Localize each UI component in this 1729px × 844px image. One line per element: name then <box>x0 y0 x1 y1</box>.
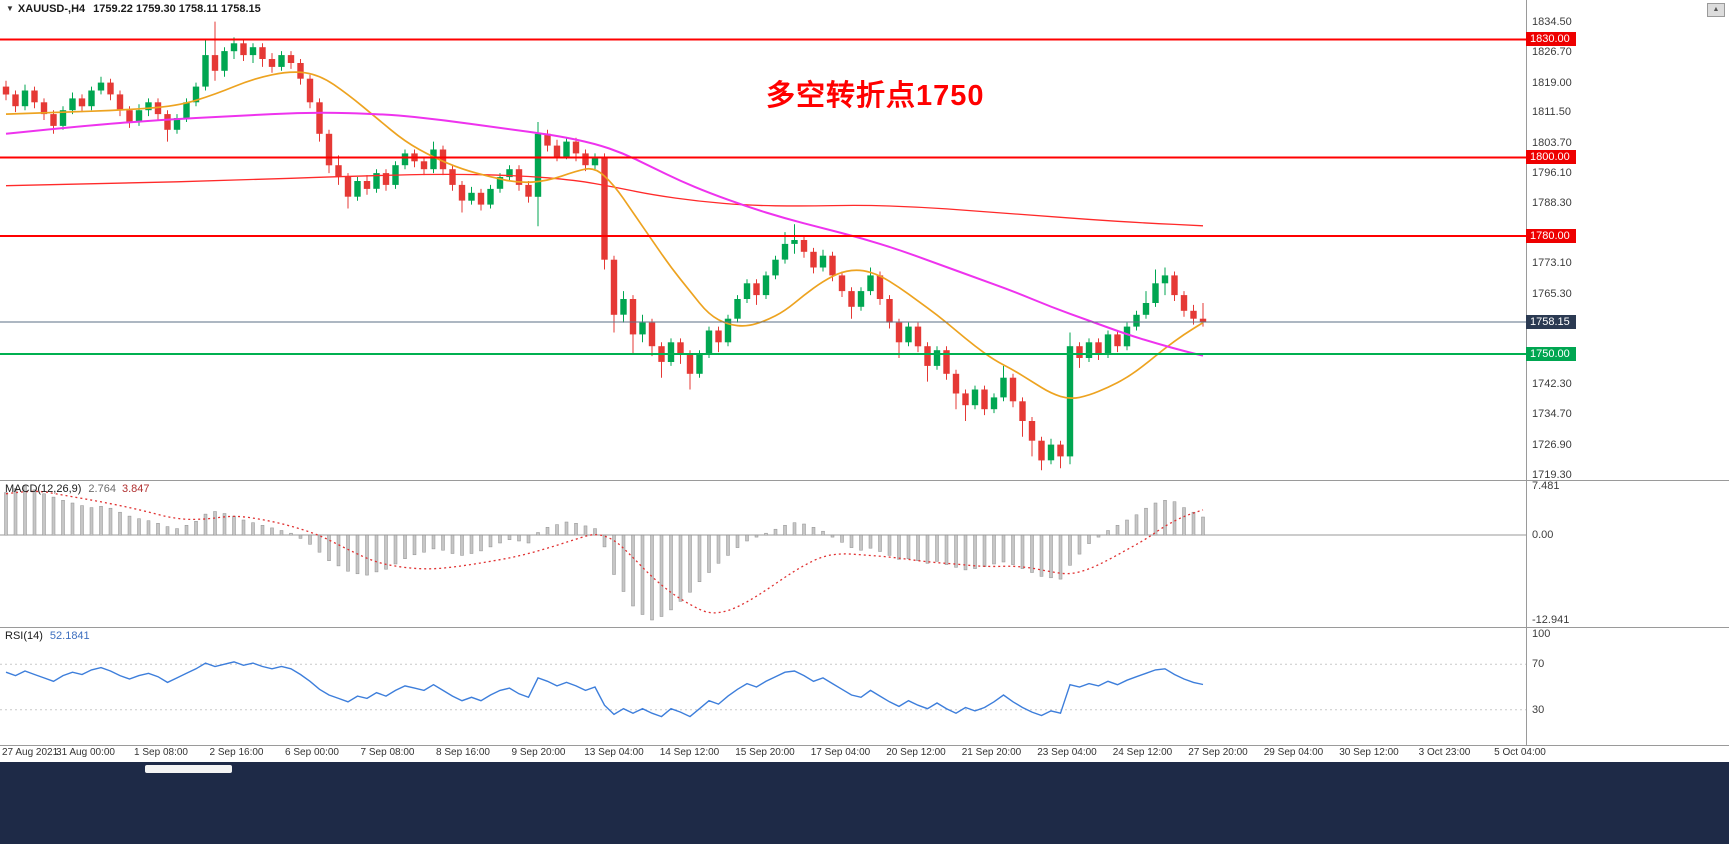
price-axis-label: 1719.30 <box>1532 468 1572 481</box>
time-axis-label: 30 Sep 12:00 <box>1339 747 1399 758</box>
time-axis-label: 2 Sep 16:00 <box>209 747 264 758</box>
price-axis-label: 1834.50 <box>1532 15 1572 28</box>
ma-mid-line <box>5 111 1204 357</box>
price-chart-canvas[interactable] <box>0 0 1729 760</box>
rsi-axis-label: 100 <box>1532 628 1551 640</box>
time-axis-label: 24 Sep 12:00 <box>1112 747 1173 758</box>
price-axis-label: 1742.30 <box>1532 378 1572 391</box>
price-axis-label: 1796.10 <box>1532 166 1572 179</box>
rsi-line <box>5 661 1204 718</box>
price-axis-label: 1819.00 <box>1532 76 1572 89</box>
time-axis-label: 8 Sep 16:00 <box>436 747 490 758</box>
rsi-value: 52.1841 <box>49 630 90 642</box>
macd-axis-label: 0.00 <box>1532 529 1554 542</box>
price-axis-label: 1734.70 <box>1532 408 1572 421</box>
macd-axis-label: 7.481 <box>1532 480 1560 492</box>
macd-main-value: 2.764 <box>88 483 116 495</box>
price-axis-label: 1765.30 <box>1532 287 1572 300</box>
rsi-axis-label: 30 <box>1532 703 1545 716</box>
panel-separators <box>0 0 1729 746</box>
time-axis-label: 27 Aug 2021 <box>2 747 59 758</box>
scroll-corner-button[interactable]: ▲ <box>1707 3 1725 17</box>
price-axis-badge: 1800.00 <box>1526 150 1576 165</box>
price-axis-label: 1826.70 <box>1532 46 1572 59</box>
price-axis-label: 1788.30 <box>1532 197 1572 210</box>
macd-signal-value: 3.847 <box>121 483 150 495</box>
time-axis-label: 17 Sep 04:00 <box>810 747 871 758</box>
symbol-period-label: XAUUSD-,H4 <box>17 3 86 15</box>
price-axis-badge: 1758.15 <box>1526 315 1576 329</box>
annotation-text: 多空转折点1750 <box>766 80 985 112</box>
macd-histogram <box>4 485 1205 621</box>
time-axis-label: 14 Sep 12:00 <box>659 747 720 758</box>
time-axis-label: 7 Sep 08:00 <box>360 747 415 758</box>
price-axis-label: 1773.10 <box>1532 257 1572 270</box>
horizontal-scrollbar-thumb[interactable] <box>145 765 232 773</box>
price-axis-badge: 1830.00 <box>1526 32 1576 47</box>
time-axis-label: 29 Sep 04:00 <box>1263 747 1324 758</box>
macd-indicator-label: MACD(12,26,9) 2.764 3.847 <box>5 483 149 495</box>
price-axis-label: 1811.50 <box>1532 106 1571 119</box>
time-axis-label: 13 Sep 04:00 <box>584 747 644 758</box>
price-axis-label: 1726.90 <box>1532 439 1572 451</box>
time-axis-label: 15 Sep 20:00 <box>735 747 795 758</box>
macd-name: MACD(12,26,9) <box>5 483 82 495</box>
time-axis: 27 Aug 2021 31 Aug 00:00 1 Sep 08:00 2 Sep … <box>0 747 1546 761</box>
macd-axis-label: -12.941 <box>1532 614 1570 627</box>
price-axis-badge: 1750.00 <box>1526 347 1576 362</box>
time-axis-label: 9 Sep 20:00 <box>511 747 566 758</box>
time-axis-label: 31 Aug 00:00 <box>56 747 115 758</box>
rsi-name: RSI(14) <box>5 630 43 642</box>
ohlc-values: 1759.22 1759.30 1758.11 1758.15 <box>93 3 261 15</box>
time-axis-label: 20 Sep 12:00 <box>886 747 946 758</box>
chart-header: ▼ XAUUSD-,H4 1759.22 1759.30 1758.11 1758.… <box>6 3 261 15</box>
price-axis-badge: 1780.00 <box>1526 229 1576 244</box>
price-axis: 1834.50 1826.70 1819.00 1811.50 1803.70 1796.… <box>1526 0 1729 760</box>
rsi-indicator-label: RSI(14) 52.1841 <box>5 630 90 642</box>
macd-signal-line <box>5 490 1204 614</box>
time-axis-label: 5 Oct 04:00 <box>1494 747 1546 758</box>
ma-fast-line <box>5 71 1204 399</box>
time-axis-label: 3 Oct 23:00 <box>1418 747 1471 758</box>
time-axis-label: 27 Sep 20:00 <box>1188 747 1248 758</box>
time-axis-label: 23 Sep 04:00 <box>1037 747 1097 758</box>
time-axis-label: 21 Sep 20:00 <box>961 747 1022 758</box>
symbol-marker-icon: ▼ <box>6 4 14 13</box>
bottom-bar <box>0 762 1729 844</box>
rsi-axis-label: 70 <box>1532 658 1545 671</box>
ma-slow-line <box>5 173 1204 227</box>
time-axis-label: 1 Sep 08:00 <box>134 747 188 758</box>
candles-layer <box>2 21 1207 471</box>
price-axis-label: 1803.70 <box>1532 136 1572 149</box>
rsi-levels <box>0 663 1526 711</box>
time-axis-label: 6 Sep 00:00 <box>285 747 339 758</box>
